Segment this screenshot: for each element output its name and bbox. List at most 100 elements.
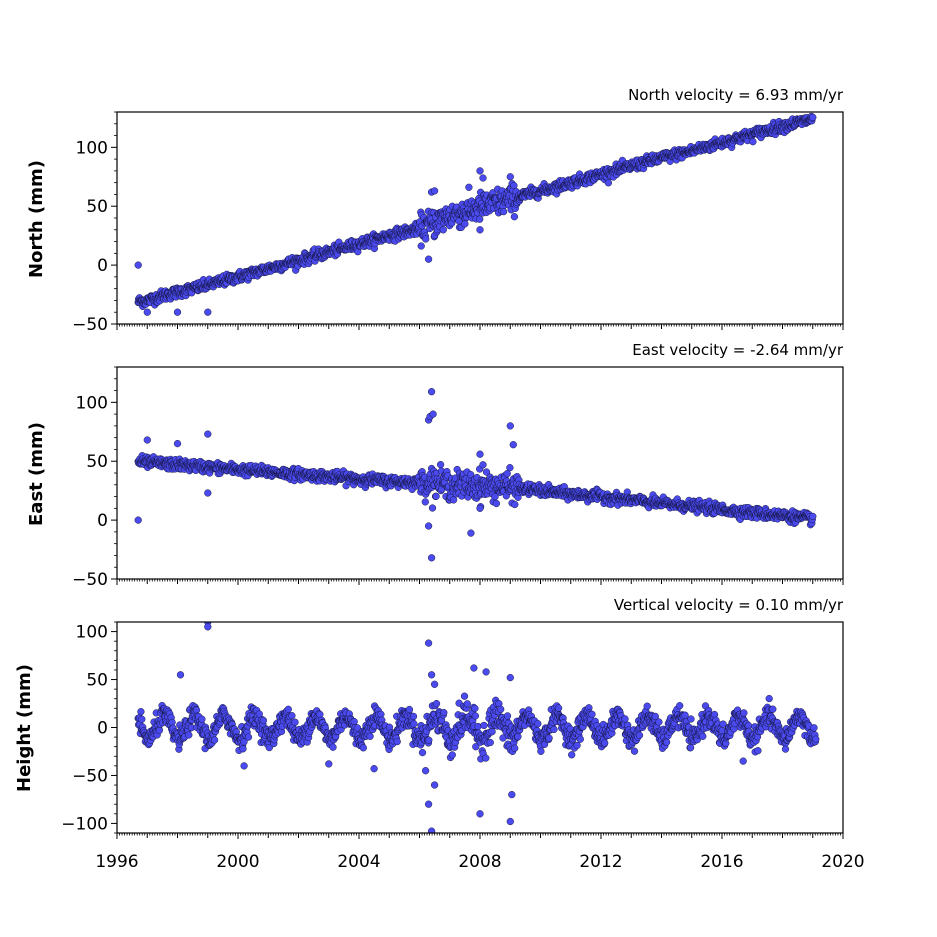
data-point xyxy=(137,708,145,716)
data-point xyxy=(239,745,247,753)
data-point xyxy=(143,308,151,316)
data-point xyxy=(509,441,517,449)
data-point xyxy=(463,700,471,708)
data-point xyxy=(436,460,445,469)
data-point xyxy=(643,702,651,710)
data-point xyxy=(479,174,487,182)
data-point xyxy=(424,255,433,263)
data-point xyxy=(417,242,425,250)
data-point xyxy=(492,499,501,508)
data-point xyxy=(424,522,433,530)
data-point xyxy=(427,388,436,396)
data-point xyxy=(204,308,212,316)
data-point xyxy=(460,692,469,700)
data-point xyxy=(573,741,581,750)
data-point xyxy=(291,718,299,726)
north-panel: North velocity = 6.93 mm/yr North (mm) −… xyxy=(26,86,844,335)
data-point xyxy=(482,468,491,476)
data-point xyxy=(284,705,292,713)
vertical-velocity-title: Vertical velocity = 0.10 mm/yr xyxy=(614,596,844,614)
data-point xyxy=(686,744,695,752)
east-velocity-title: East velocity = -2.64 mm/yr xyxy=(632,341,844,359)
data-point xyxy=(461,220,469,228)
data-point xyxy=(621,715,629,723)
data-point xyxy=(568,751,576,759)
data-point xyxy=(588,710,596,718)
data-point xyxy=(448,751,456,759)
y-tick-label: 50 xyxy=(86,452,108,472)
data-point xyxy=(511,500,519,509)
data-point xyxy=(422,235,430,243)
data-point xyxy=(676,702,684,710)
data-point xyxy=(173,439,182,448)
data-point xyxy=(482,754,490,762)
data-point xyxy=(210,736,219,744)
data-point xyxy=(359,744,367,752)
data-point xyxy=(687,715,695,723)
data-point xyxy=(503,470,511,478)
data-point xyxy=(699,732,707,740)
y-tick-label: 0 xyxy=(97,511,108,531)
data-point xyxy=(476,215,484,223)
y-tick-label: −50 xyxy=(72,315,108,335)
data-point xyxy=(430,187,439,195)
data-point xyxy=(497,705,505,713)
data-point xyxy=(576,735,584,743)
data-point xyxy=(366,732,374,740)
data-point xyxy=(506,173,514,181)
data-point xyxy=(550,725,558,734)
data-point xyxy=(449,496,458,504)
data-point xyxy=(534,720,542,728)
data-point xyxy=(506,422,514,430)
data-point xyxy=(479,461,487,469)
y-tick-label: 0 xyxy=(97,256,108,276)
data-point xyxy=(480,721,488,730)
data-point xyxy=(393,737,401,746)
height-panel: Vertical velocity = 0.10 mm/yr Height (m… xyxy=(14,596,865,872)
data-point xyxy=(198,715,206,723)
data-point xyxy=(185,731,193,739)
data-point xyxy=(511,744,519,752)
data-point xyxy=(244,733,253,741)
data-point xyxy=(155,726,164,735)
data-point xyxy=(405,705,414,714)
data-point xyxy=(545,734,553,742)
data-point xyxy=(134,516,142,524)
data-points xyxy=(134,622,820,833)
data-point xyxy=(173,308,182,316)
data-point xyxy=(506,464,514,472)
north-velocity-title: North velocity = 6.93 mm/yr xyxy=(628,86,844,104)
data-point xyxy=(432,699,441,708)
data-point xyxy=(662,738,671,746)
data-point xyxy=(749,138,757,146)
data-point xyxy=(432,492,440,500)
data-point xyxy=(476,450,484,458)
data-point xyxy=(809,512,817,521)
data-point xyxy=(809,113,817,121)
data-point xyxy=(486,738,494,747)
data-point xyxy=(499,207,508,216)
data-point xyxy=(350,717,358,726)
y-tick-label: 100 xyxy=(76,393,108,413)
data-point xyxy=(488,728,496,736)
data-point xyxy=(635,731,644,739)
east-axis-label: East (mm) xyxy=(26,422,47,526)
data-point xyxy=(491,493,499,501)
data-point xyxy=(439,226,447,234)
data-point xyxy=(537,747,545,755)
y-tick-label: −50 xyxy=(72,570,108,590)
data-point xyxy=(410,720,418,728)
data-point xyxy=(476,226,484,234)
data-point xyxy=(440,708,448,717)
data-point xyxy=(510,213,519,221)
y-tick-label: 50 xyxy=(86,197,108,217)
data-point xyxy=(429,410,437,418)
data-point xyxy=(681,711,689,719)
data-point xyxy=(471,704,479,713)
data-point xyxy=(192,706,201,714)
data-point xyxy=(476,504,484,512)
data-point xyxy=(514,732,522,741)
y-tick-label: 100 xyxy=(76,138,108,158)
data-point xyxy=(471,712,480,720)
